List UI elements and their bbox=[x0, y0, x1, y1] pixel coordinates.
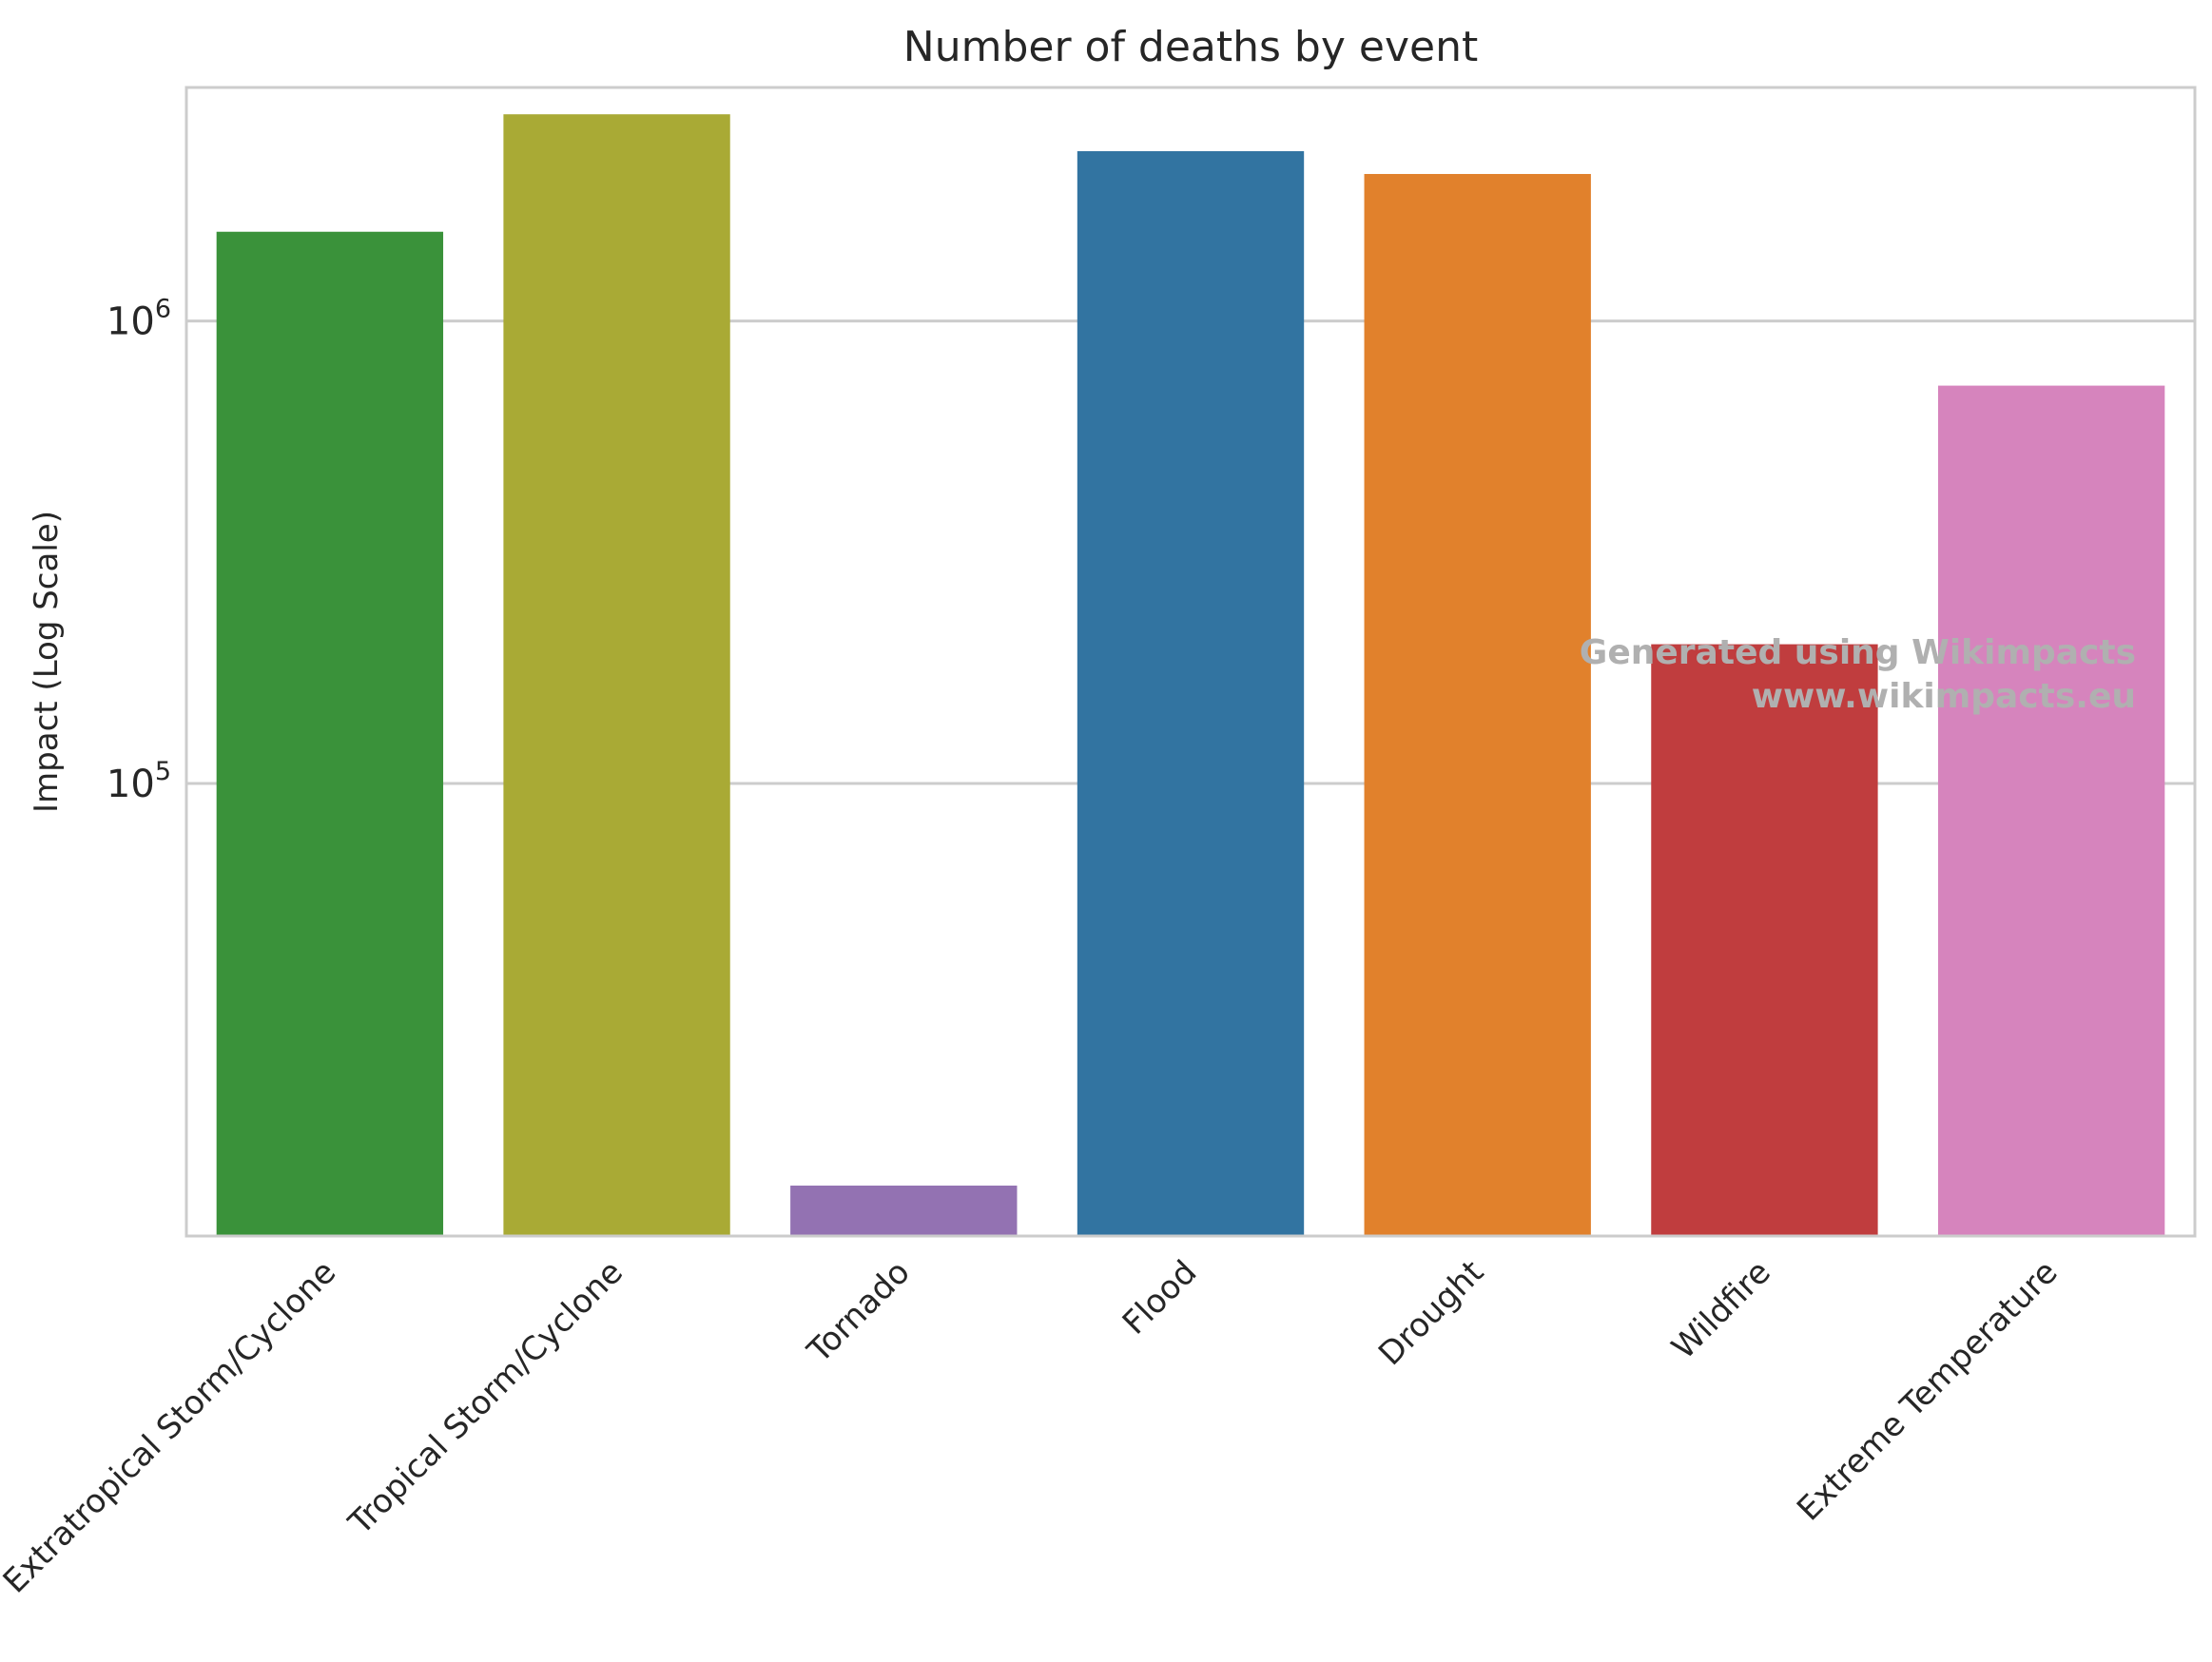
y-ticks: 105 106 bbox=[107, 295, 171, 806]
x-tick-label: Extratropical Storm/Cyclone bbox=[0, 1253, 343, 1600]
bar bbox=[790, 1185, 1018, 1236]
bar bbox=[1077, 151, 1305, 1237]
x-tick-label: Tornado bbox=[800, 1253, 918, 1371]
x-tick-label: Extreme Temperature bbox=[1790, 1253, 2065, 1528]
x-tick-label: Tropical Storm/Cyclone bbox=[340, 1253, 630, 1542]
watermark-line-1: Generated using Wikimpacts bbox=[1580, 633, 2136, 672]
y-tick-label: 106 bbox=[107, 295, 171, 344]
bar bbox=[503, 114, 730, 1237]
bar bbox=[1651, 644, 1878, 1236]
bar bbox=[1937, 385, 2165, 1236]
chart-title: Number of deaths by event bbox=[903, 23, 1478, 71]
y-axis-label: Impact (Log Scale) bbox=[28, 511, 66, 813]
y-tick-label: 105 bbox=[107, 757, 171, 806]
x-tick-label: Flood bbox=[1116, 1253, 1204, 1342]
bars bbox=[216, 114, 2165, 1237]
plot-frame bbox=[184, 86, 2197, 1238]
watermark-line-2: www.wikimpacts.eu bbox=[1752, 677, 2136, 716]
bar bbox=[216, 231, 444, 1236]
x-tick-label: Drought bbox=[1371, 1253, 1491, 1373]
bar bbox=[1364, 173, 1591, 1236]
x-tick-label: Wildfire bbox=[1664, 1253, 1777, 1366]
